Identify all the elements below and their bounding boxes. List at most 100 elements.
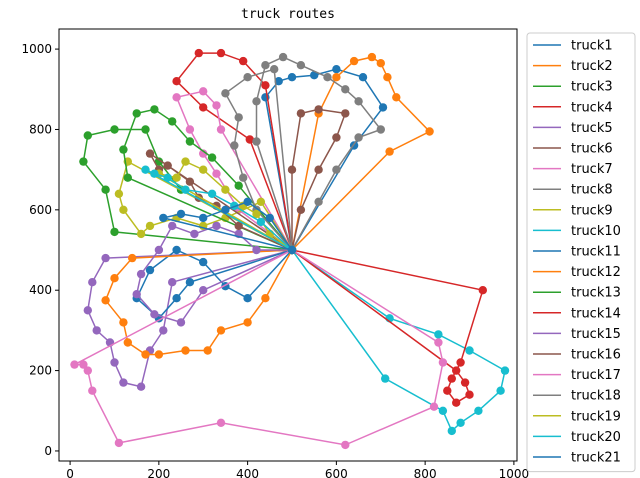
stop-point-truck1-2 xyxy=(378,103,388,112)
stop-point-truck2-7 xyxy=(349,56,359,66)
x-tick-label: 200 xyxy=(147,467,170,478)
stop-point-truck14-3 xyxy=(447,374,456,383)
y-tick-label: 800 xyxy=(29,122,52,136)
route-line-truck5 xyxy=(87,249,293,388)
x-tick-label: 400 xyxy=(236,467,259,478)
stop-point-truck14-4 xyxy=(443,386,452,395)
series-truck6 xyxy=(287,105,350,255)
stop-point-truck2-6 xyxy=(367,52,377,62)
route-line-truck14 xyxy=(291,249,484,404)
x-axis: 0 200 400 600 800 1000 xyxy=(66,461,529,478)
route-line-truck2 xyxy=(291,56,431,251)
stop-point-truck12-8 xyxy=(123,338,132,347)
stop-point-truck21-3 xyxy=(221,205,230,214)
legend-label-truck14: truck14 xyxy=(571,306,621,321)
legend-label-truck15: truck15 xyxy=(571,327,621,342)
stop-point-truck17-10 xyxy=(70,360,79,369)
stop-point-truck3-6 xyxy=(79,157,88,166)
stop-point-truck16-7 xyxy=(145,149,155,158)
stop-point-truck4-4 xyxy=(194,48,203,58)
y-tick-label: 200 xyxy=(29,364,52,378)
stop-point-truck18-4 xyxy=(234,113,243,122)
stop-point-truck19-6 xyxy=(181,157,190,166)
stop-point-truck6-1 xyxy=(296,205,306,214)
stop-point-truck10-8 xyxy=(447,426,456,436)
stop-point-truck14-7 xyxy=(460,378,470,387)
x-tick-label: 0 xyxy=(66,467,74,478)
plot-marks xyxy=(70,48,510,450)
y-tick-label: 0 xyxy=(44,444,52,458)
route-line-truck17 xyxy=(74,249,444,446)
stop-point-truck2-8 xyxy=(332,73,341,82)
stop-point-truck12-2 xyxy=(243,318,252,327)
legend: truck1 truck2 truck3 truck4 truck5 truck6 truc… xyxy=(526,32,636,473)
stop-point-truck14-6 xyxy=(465,390,474,399)
stop-point-truck17-8 xyxy=(83,366,93,375)
stop-point-truck5-8 xyxy=(92,326,101,335)
stop-point-truck19-4 xyxy=(221,185,230,194)
stop-point-truck3-5 xyxy=(83,131,93,140)
stop-point-truck5-1 xyxy=(168,278,177,287)
legend-label-truck8: truck8 xyxy=(571,183,613,198)
stop-point-truck11-8 xyxy=(172,294,181,303)
stop-point-truck12-1 xyxy=(261,294,270,303)
stop-point-truck20-1 xyxy=(256,217,266,227)
y-tick-label: 1000 xyxy=(21,42,52,56)
stop-point-truck15-8 xyxy=(132,290,141,299)
stop-point-truck1-7 xyxy=(274,77,283,86)
stop-point-truck4-3 xyxy=(172,77,181,86)
stop-point-truck17-3 xyxy=(429,402,439,411)
stop-point-truck8-4 xyxy=(376,125,385,134)
stop-point-truck13-2 xyxy=(207,153,217,162)
legend-label-truck12: truck12 xyxy=(571,265,621,280)
route-line-truck13 xyxy=(122,108,293,251)
stop-point-truck2-5 xyxy=(376,59,385,68)
legend-label-truck4: truck4 xyxy=(571,100,613,115)
stop-point-truck1-3 xyxy=(358,73,368,82)
stop-point-truck14-5 xyxy=(452,398,461,407)
stop-point-truck17-1 xyxy=(434,338,443,347)
x-tick-label: 1000 xyxy=(499,467,530,478)
stop-point-truck21-7 xyxy=(287,245,297,255)
stop-point-truck10-5 xyxy=(496,386,505,395)
stop-point-truck16-4 xyxy=(185,177,195,186)
stop-point-truck7-2 xyxy=(212,169,221,178)
stop-point-truck5-4 xyxy=(136,382,146,391)
stop-point-truck3-3 xyxy=(141,125,150,134)
stop-point-truck13-6 xyxy=(132,109,141,118)
route-line-truck1 xyxy=(264,68,384,251)
stop-point-truck13-8 xyxy=(123,173,132,182)
x-tick-label: 600 xyxy=(325,467,348,478)
legend-label-truck1: truck1 xyxy=(571,39,613,54)
stop-point-truck20-7 xyxy=(141,165,150,174)
stop-point-truck3-4 xyxy=(110,125,119,134)
stop-point-truck15-5 xyxy=(168,221,177,231)
stop-point-truck8-5 xyxy=(354,97,363,106)
legend-label-truck19: truck19 xyxy=(571,409,621,424)
series-truck10 xyxy=(287,245,510,436)
stop-point-truck13-1 xyxy=(234,181,243,190)
series-truck21 xyxy=(159,197,297,255)
stop-point-truck12-3 xyxy=(216,326,226,335)
stop-point-truck14-1 xyxy=(478,286,487,295)
stop-point-truck5-5 xyxy=(119,378,128,387)
stop-point-truck15-11 xyxy=(199,286,208,295)
stop-point-truck10-6 xyxy=(474,406,483,415)
stop-point-truck20-6 xyxy=(150,169,159,178)
legend-label-truck20: truck20 xyxy=(571,430,621,445)
stop-point-truck20-4 xyxy=(181,185,190,194)
stop-point-truck15-10 xyxy=(176,318,186,327)
series-truck14 xyxy=(287,245,487,407)
stop-point-truck6-4 xyxy=(341,109,350,118)
plot-frame xyxy=(58,28,518,462)
route-line-truck6 xyxy=(291,108,347,251)
stop-point-truck3-8 xyxy=(110,227,119,237)
stop-point-truck11-4 xyxy=(172,245,181,255)
stop-point-truck6-5 xyxy=(314,105,323,114)
stop-point-truck19-2 xyxy=(252,209,261,219)
series-truck2 xyxy=(287,52,434,255)
stop-point-truck5-10 xyxy=(88,278,97,287)
route-line-truck10 xyxy=(291,249,506,433)
